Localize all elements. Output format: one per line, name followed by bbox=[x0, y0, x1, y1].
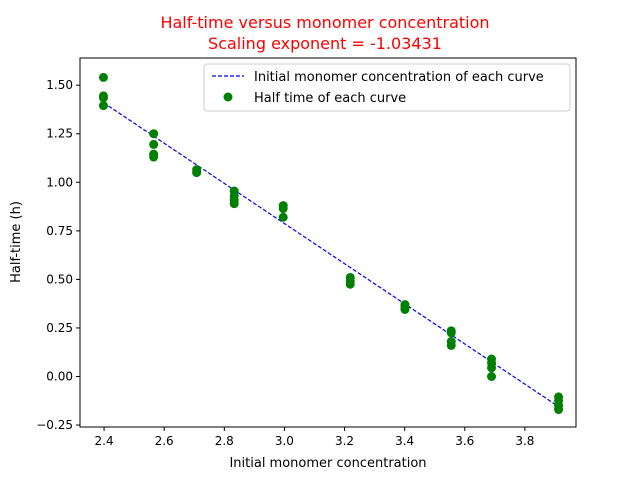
data-point bbox=[345, 279, 355, 289]
legend-marker-swatch bbox=[223, 92, 233, 102]
data-point bbox=[446, 340, 456, 350]
y-tick-label: 0.00 bbox=[46, 370, 73, 384]
data-point bbox=[278, 212, 288, 222]
chart-title: Half-time versus monomer concentration bbox=[160, 13, 489, 32]
data-point bbox=[487, 372, 497, 382]
data-point bbox=[229, 199, 239, 209]
data-point bbox=[446, 328, 456, 338]
x-axis-label: Initial monomer concentration bbox=[229, 456, 426, 471]
data-point bbox=[149, 152, 159, 162]
x-axis: 2.4 2.6 2.8 3.0 3.2 3.4 3.6 3.8 bbox=[95, 427, 534, 448]
y-axis-label: Half-time (h) bbox=[9, 201, 24, 283]
axes-frame bbox=[79, 57, 577, 428]
series-layer bbox=[98, 72, 564, 415]
x-tick-label: 3.2 bbox=[335, 434, 354, 448]
legend: Initial monomer concentration of each cu… bbox=[203, 63, 571, 112]
data-point bbox=[554, 405, 564, 415]
data-point bbox=[487, 363, 497, 373]
chart-subtitle: Scaling exponent = -1.03431 bbox=[208, 34, 442, 53]
y-tick-label: 0.25 bbox=[46, 321, 73, 335]
data-point bbox=[98, 93, 108, 103]
y-tick-label: −0.25 bbox=[36, 418, 73, 432]
y-tick-label: 1.25 bbox=[46, 127, 73, 141]
x-tick-label: 2.6 bbox=[155, 434, 174, 448]
data-point bbox=[192, 168, 202, 178]
x-tick-label: 2.8 bbox=[215, 434, 234, 448]
data-point bbox=[149, 139, 159, 149]
data-point bbox=[278, 204, 288, 214]
y-tick-label: 0.75 bbox=[46, 224, 73, 238]
x-tick-label: 2.4 bbox=[95, 434, 114, 448]
y-tick-label: 1.00 bbox=[46, 175, 73, 189]
data-point bbox=[400, 305, 410, 315]
data-point bbox=[149, 129, 159, 139]
y-tick-label: 1.50 bbox=[46, 78, 73, 92]
y-tick-label: 0.50 bbox=[46, 272, 73, 286]
fit-line bbox=[103, 102, 559, 408]
legend-frame bbox=[203, 63, 571, 112]
y-axis: −0.25 0.00 0.25 0.50 0.75 1.00 1.25 1.50 bbox=[36, 78, 80, 432]
data-point bbox=[98, 101, 108, 111]
x-tick-label: 3.4 bbox=[395, 434, 414, 448]
x-tick-label: 3.8 bbox=[515, 434, 534, 448]
plot-area bbox=[79, 57, 577, 428]
legend-entry-scatter: Half time of each curve bbox=[254, 91, 406, 106]
legend-entry-line: Initial monomer concentration of each cu… bbox=[254, 70, 544, 85]
x-tick-label: 3.6 bbox=[455, 434, 474, 448]
x-tick-label: 3.0 bbox=[275, 434, 294, 448]
data-point bbox=[98, 72, 108, 82]
